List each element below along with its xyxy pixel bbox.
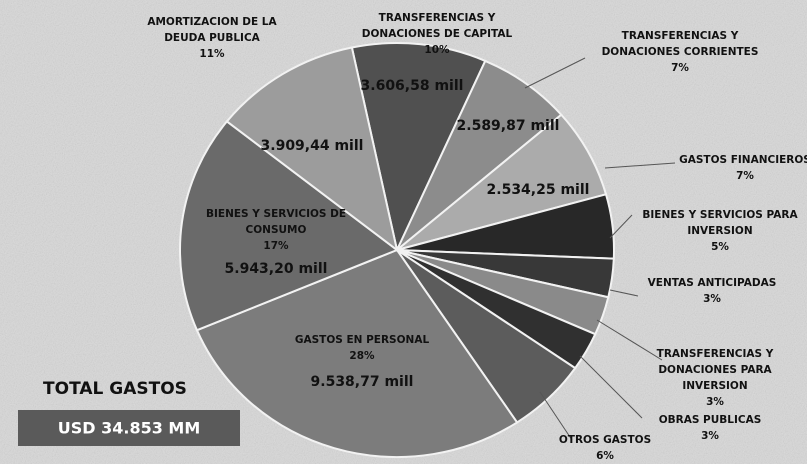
percent-label: 28% <box>349 350 375 362</box>
slice-label: BIENES Y SERVICIOS DE <box>206 208 346 220</box>
leader-line <box>539 391 573 441</box>
slice-label: TRANSFERENCIAS Y <box>379 12 496 24</box>
pie-slice <box>225 46 399 253</box>
leader-line <box>609 214 633 239</box>
slice-label: TRANSFERENCIAS Y <box>622 30 739 42</box>
total-title: TOTAL GASTOS <box>43 379 187 399</box>
amount-label: 2.534,25 mill <box>487 182 590 198</box>
percent-label: 5% <box>711 241 729 253</box>
pie <box>179 42 615 458</box>
pie-slice <box>350 42 487 254</box>
percent-label: 7% <box>736 170 754 182</box>
leader-line <box>596 319 663 361</box>
leader-line <box>524 57 586 89</box>
percent-label: 3% <box>701 430 719 442</box>
slice-label: BIENES Y SERVICIOS PARA <box>642 209 798 221</box>
slice-label: GASTOS FINANCIEROS <box>679 154 807 166</box>
percent-label: 17% <box>263 240 289 252</box>
slice-label: INVERSION <box>682 380 747 392</box>
slice-label: DONACIONES PARA <box>658 364 772 376</box>
slice-label: VENTAS ANTICIPADAS <box>648 277 777 289</box>
percent-label: 7% <box>671 62 689 74</box>
labels: TRANSFERENCIAS Y DONACIONES DE CAPITAL 10%… <box>147 12 807 462</box>
slice-label: DEUDA PUBLICA <box>164 32 260 44</box>
slice-label: INVERSION <box>687 225 752 237</box>
percent-label: 11% <box>199 48 225 60</box>
amount-label: 3.909,44 mill <box>261 138 364 154</box>
percent-label: 3% <box>706 396 724 408</box>
slice-label: CONSUMO <box>246 224 307 236</box>
slice-label: GASTOS EN PERSONAL <box>295 334 430 346</box>
leader-line <box>609 289 639 297</box>
pie-slice <box>195 248 519 458</box>
total-value: USD 34.853 MM <box>58 419 201 438</box>
pie-slice <box>179 120 400 332</box>
slice-label: AMORTIZACION DE LA <box>147 16 277 28</box>
slice-label: DONACIONES DE CAPITAL <box>362 28 513 40</box>
slice-label: OTROS GASTOS <box>559 434 651 446</box>
percent-label: 10% <box>424 44 450 56</box>
amount-label: 3.606,58 mill <box>361 78 464 94</box>
leader-line <box>579 355 643 419</box>
amount-label: 9.538,77 mill <box>311 374 414 390</box>
percent-label: 3% <box>703 293 721 305</box>
total-box <box>18 410 240 446</box>
slice-label: DONACIONES CORRIENTES <box>602 46 759 58</box>
slice-label: TRANSFERENCIAS Y <box>657 348 774 360</box>
slice-label: OBRAS PUBLICAS <box>659 414 762 426</box>
leader-line <box>604 162 676 169</box>
amount-label: 5.943,20 mill <box>225 261 328 277</box>
percent-label: 6% <box>596 450 614 462</box>
amount-label: 2.589,87 mill <box>457 118 560 134</box>
